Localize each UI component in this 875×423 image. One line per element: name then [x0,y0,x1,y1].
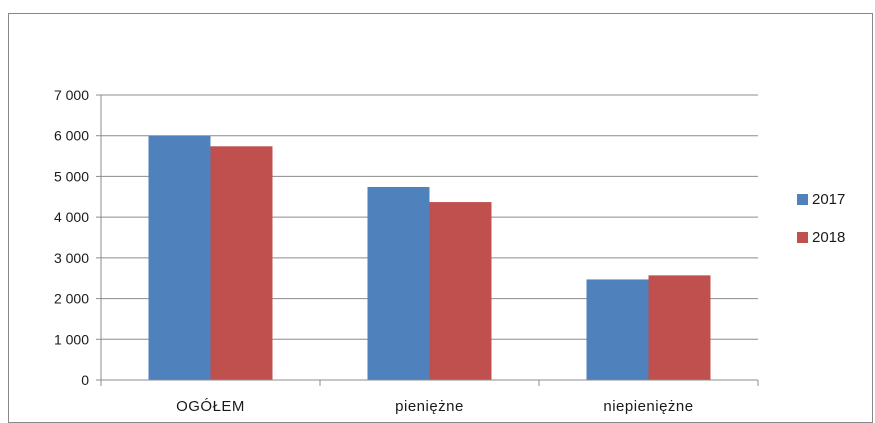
y-tick-label: 3 000 [54,250,89,266]
y-tick-label: 4 000 [54,209,89,225]
y-tick-label: 0 [81,372,89,388]
x-tick-label: OGÓŁEM [176,398,245,414]
x-tick-label: niepieniężne [603,398,693,414]
y-tick-label: 5 000 [54,168,89,184]
bar-2017-1 [367,187,430,380]
y-tick-label: 1 000 [54,331,89,347]
x-tick-labels: OGÓŁEM pieniężne niepieniężne [176,398,693,414]
axes [96,94,759,386]
bar-2018-0 [210,146,273,380]
legend-label-2017: 2017 [812,191,845,208]
bar-2017-2 [586,279,649,380]
legend-swatch-2018 [797,232,808,243]
bar-2018-2 [648,275,711,380]
legend: 2017 2018 [797,191,845,246]
x-tick-label: pieniężne [395,398,464,414]
legend-label-2018: 2018 [812,229,845,246]
y-tick-label: 7 000 [54,87,89,103]
bar-2017-0 [148,135,211,380]
y-tick-label: 2 000 [54,291,89,307]
y-tick-labels: 0 1 000 2 000 3 000 4 000 5 000 6 000 7 000 [54,87,89,388]
bars [148,135,711,380]
y-tick-label: 6 000 [54,128,89,144]
legend-swatch-2017 [797,194,808,205]
bar-2018-1 [429,202,492,380]
bar-chart: 0 1 000 2 000 3 000 4 000 5 000 6 000 7 000 OGÓ… [54,87,845,414]
